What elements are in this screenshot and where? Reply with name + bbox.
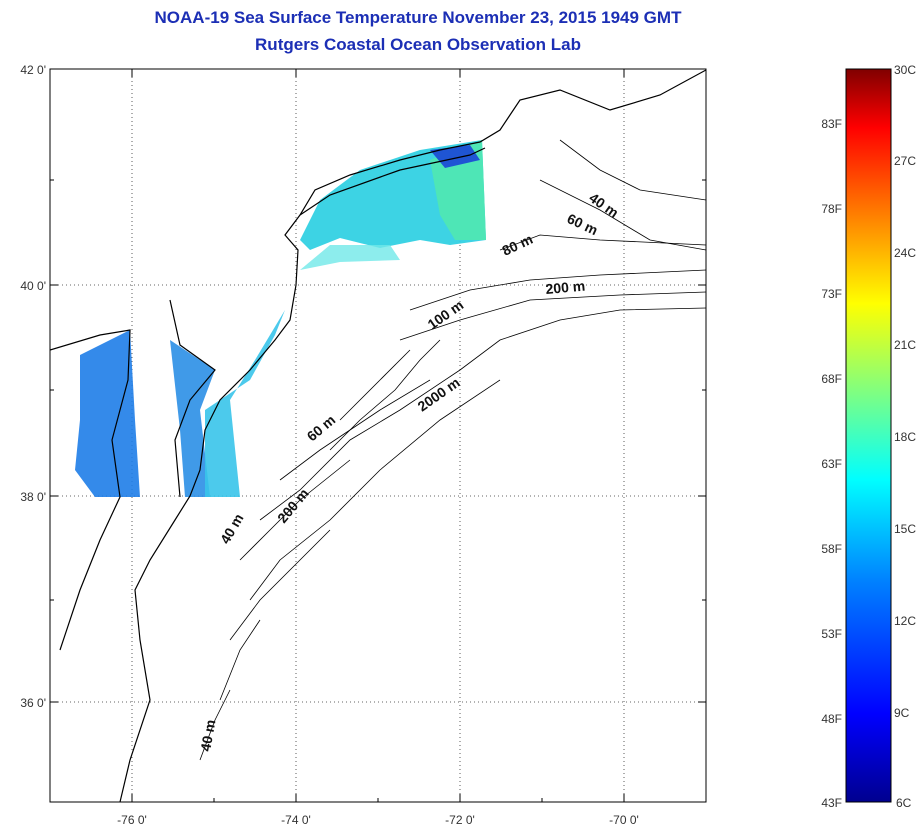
depth-label: 40 m xyxy=(197,718,218,752)
fahrenheit-label: 68F xyxy=(821,372,842,386)
lon-tick-label: -70 0' xyxy=(609,813,639,827)
fahrenheit-label: 53F xyxy=(821,627,842,641)
fahrenheit-label: 63F xyxy=(821,457,842,471)
lon-tick-labels: -76 0' -74 0' -72 0' -70 0' xyxy=(117,813,639,827)
celsius-label: 24C xyxy=(894,246,916,260)
map-subtitle: Rutgers Coastal Ocean Observation Lab xyxy=(255,35,581,54)
sst-swath-coast xyxy=(205,310,285,497)
colorbar-fahrenheit-labels: 83F 78F 73F 68F 63F 58F 53F 48F 43F xyxy=(821,117,842,810)
lon-tick-label: -74 0' xyxy=(281,813,311,827)
lat-tick-label: 36 0' xyxy=(20,696,46,710)
fahrenheit-label: 43F xyxy=(821,796,842,810)
colorbar xyxy=(845,68,892,803)
celsius-label: 30C xyxy=(894,63,916,77)
fahrenheit-label: 78F xyxy=(821,202,842,216)
fahrenheit-label: 73F xyxy=(821,287,842,301)
sst-swath-chesapeake xyxy=(75,330,140,497)
celsius-label: 9C xyxy=(894,706,910,720)
graticule xyxy=(50,69,706,802)
celsius-label: 12C xyxy=(894,614,916,628)
celsius-label: 27C xyxy=(894,154,916,168)
fahrenheit-label: 83F xyxy=(821,117,842,131)
sst-swath-delaware xyxy=(170,340,215,497)
lat-tick-label: 42 0' xyxy=(20,63,46,77)
lat-tick-label: 40 0' xyxy=(20,279,46,293)
celsius-label: 18C xyxy=(894,430,916,444)
lon-tick-label: -72 0' xyxy=(445,813,475,827)
bathymetry-contours xyxy=(199,139,706,761)
lat-tick-labels: 42 0' 40 0' 38 0' 36 0' xyxy=(20,63,46,710)
frame-ticks xyxy=(50,69,706,802)
celsius-label: 6C xyxy=(896,796,912,810)
lat-tick-label: 38 0' xyxy=(20,490,46,504)
fahrenheit-label: 58F xyxy=(821,542,842,556)
fahrenheit-label: 48F xyxy=(821,712,842,726)
sst-swath-sound xyxy=(430,145,480,168)
celsius-label: 15C xyxy=(894,522,916,536)
colorbar-celsius-labels: 30C 27C 24C 21C 18C 15C 12C 9C 6C xyxy=(894,63,916,810)
coastline xyxy=(50,69,706,802)
lon-tick-label: -76 0' xyxy=(117,813,147,827)
map-title: NOAA-19 Sea Surface Temperature November… xyxy=(154,8,682,27)
depth-label: 200 m xyxy=(545,278,586,297)
sst-swath-nj xyxy=(300,245,400,270)
sst-data xyxy=(75,140,486,497)
celsius-label: 21C xyxy=(894,338,916,352)
